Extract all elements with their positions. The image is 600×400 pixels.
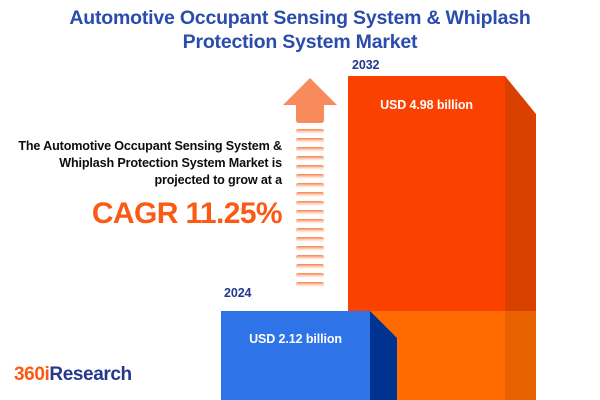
logo-word: Research: [49, 364, 132, 385]
narrative-block: The Automotive Occupant Sensing System &…: [10, 138, 282, 231]
narrative-text: The Automotive Occupant Sensing System &…: [18, 139, 282, 187]
up-arrow-icon: [283, 78, 337, 293]
bar-2024-value-label: USD 2.12 billion: [249, 332, 342, 346]
bar-2024-face: [221, 311, 370, 400]
bar-2024-side: [370, 311, 397, 400]
cagr-value: CAGR 11.25%: [91, 197, 283, 230]
bar-2032-value-label: USD 4.98 billion: [380, 98, 473, 112]
page-title: Automotive Occupant Sensing System & Whi…: [69, 7, 531, 53]
bar-2032-side-upper: [505, 76, 536, 311]
bar-2032-side-lower: [505, 311, 536, 400]
bar-2024: USD 2.12 billion: [221, 311, 397, 400]
bar-label-2024: 2024: [224, 286, 252, 300]
bar-label-2032: 2032: [352, 58, 380, 72]
bar-2032-face-upper: [348, 76, 505, 311]
bar-2032: USD 4.98 billion: [348, 76, 536, 400]
brand-logo: 360iResearch: [14, 364, 132, 386]
logo-mark: 360i: [14, 364, 50, 385]
